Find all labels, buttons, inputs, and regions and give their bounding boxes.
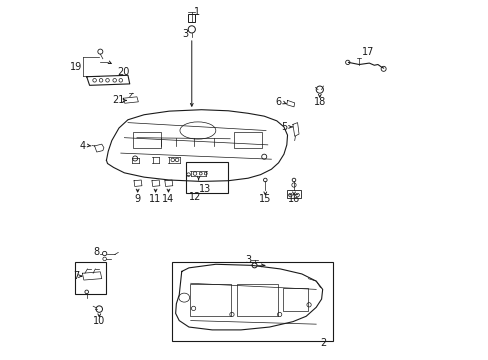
Bar	[75, 262, 105, 294]
Text: 9: 9	[134, 194, 141, 204]
Bar	[233, 132, 262, 148]
Bar	[172, 262, 333, 341]
Text: 16: 16	[287, 194, 300, 204]
Bar	[186, 162, 227, 193]
Text: 7: 7	[73, 271, 79, 281]
Text: 11: 11	[149, 194, 162, 204]
Bar	[236, 284, 277, 316]
Text: 4: 4	[80, 140, 86, 150]
Text: 12: 12	[188, 192, 201, 202]
Text: 13: 13	[199, 184, 211, 194]
Bar	[286, 190, 301, 198]
Bar	[132, 132, 161, 148]
Text: 14: 14	[162, 194, 174, 204]
Text: 15: 15	[259, 194, 271, 204]
Text: 17: 17	[361, 46, 374, 57]
Text: 3: 3	[244, 255, 251, 265]
Bar	[188, 14, 195, 22]
Text: 5: 5	[281, 122, 287, 132]
Text: 6: 6	[275, 97, 282, 107]
Text: 21: 21	[112, 95, 124, 105]
Text: 2: 2	[320, 338, 326, 348]
Text: 19: 19	[70, 62, 82, 72]
Bar	[190, 284, 231, 316]
Text: 3: 3	[182, 29, 188, 39]
Bar	[283, 288, 307, 311]
Text: 18: 18	[313, 97, 325, 107]
Text: 1: 1	[194, 7, 200, 17]
Text: 20: 20	[117, 67, 129, 77]
Text: 10: 10	[93, 316, 105, 325]
Text: 8: 8	[94, 247, 100, 257]
